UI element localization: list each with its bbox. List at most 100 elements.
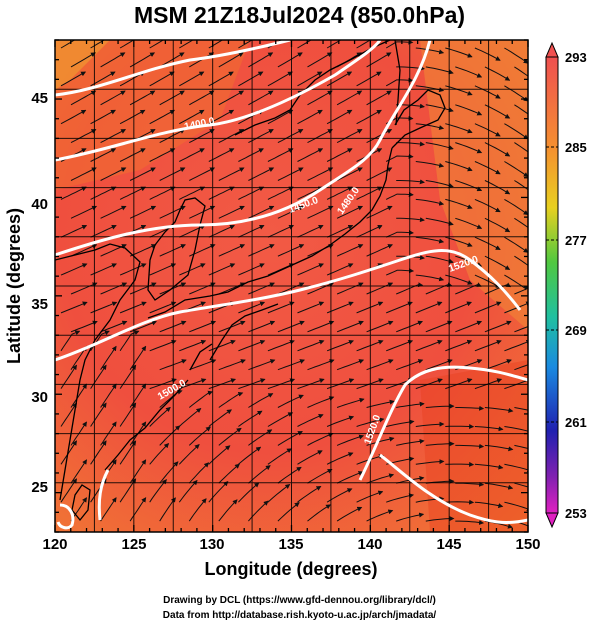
streamline [129, 320, 157, 333]
streamline [474, 161, 501, 175]
streamline [129, 282, 157, 295]
streamline [336, 167, 363, 181]
streamline [267, 339, 295, 352]
streamline [119, 440, 137, 465]
x-tick-label: 130 [199, 536, 224, 553]
streamline [100, 497, 117, 522]
streamline [179, 109, 205, 125]
streamline [297, 186, 324, 200]
streamline [366, 244, 393, 257]
streamline [514, 104, 528, 115]
streamline [385, 191, 414, 200]
streamline [60, 186, 87, 200]
streamline [179, 40, 194, 49]
streamline [218, 463, 240, 484]
streamline [336, 244, 364, 257]
streamline [178, 407, 202, 427]
streamline [218, 320, 246, 333]
streamline [189, 167, 216, 181]
streamline [445, 236, 473, 247]
streamline [208, 481, 229, 503]
streamline [119, 40, 135, 49]
streamline [100, 205, 127, 219]
streamline [455, 443, 485, 449]
streamline [218, 427, 242, 446]
streamline [189, 205, 216, 219]
streamline [484, 320, 512, 333]
streamline [60, 402, 77, 427]
streamline [238, 263, 265, 276]
streamline [159, 167, 186, 181]
streamline [149, 301, 177, 314]
streamline [514, 444, 528, 450]
streamline [179, 339, 207, 352]
streamline [238, 301, 266, 314]
streamline [159, 497, 176, 522]
streamline [60, 225, 88, 238]
streamline [149, 186, 176, 200]
streamline [484, 482, 514, 490]
streamline [267, 148, 294, 162]
colorbar-tick-label: 293 [565, 50, 587, 65]
streamline [474, 274, 501, 288]
streamline [189, 359, 217, 371]
streamline [218, 90, 245, 106]
streamline [445, 499, 475, 505]
streamline [415, 274, 445, 282]
streamline [218, 499, 238, 522]
streamline [415, 421, 445, 427]
streamline [307, 205, 334, 219]
streamline [425, 217, 454, 226]
streamline [297, 263, 324, 276]
streamline [366, 473, 395, 484]
streamline [445, 339, 473, 352]
streamline [238, 446, 262, 465]
streamline [218, 282, 246, 295]
streamline [267, 109, 294, 125]
streamline [504, 274, 528, 291]
streamline [474, 301, 502, 314]
streamline [336, 129, 363, 144]
y-tick-label: 25 [31, 479, 48, 496]
streamline [248, 282, 275, 295]
streamline [149, 406, 171, 427]
streamline [159, 52, 185, 68]
streamline [277, 52, 303, 68]
height-contours [55, 40, 528, 530]
streamline [179, 186, 206, 200]
streamline [356, 301, 384, 314]
streamline [179, 148, 205, 162]
streamline [179, 263, 206, 276]
streamline [149, 263, 177, 276]
streamline [159, 244, 186, 257]
streamline [455, 282, 482, 295]
streamline [484, 444, 514, 452]
streamline [267, 225, 295, 238]
streamline [159, 90, 185, 106]
streamline [415, 236, 445, 244]
streamline [149, 109, 176, 125]
streamline [238, 71, 264, 87]
streamline [425, 320, 453, 333]
colorbar-tick-label: 285 [565, 140, 587, 155]
streamline [218, 244, 246, 257]
x-tick-label: 125 [121, 536, 146, 553]
streamline [248, 320, 276, 333]
streamline [396, 282, 424, 295]
streamline [90, 330, 110, 352]
streamline [60, 40, 76, 49]
streamline [385, 230, 414, 238]
streamline [60, 263, 88, 276]
streamline [188, 390, 213, 408]
streamline [189, 282, 216, 295]
streamline [119, 402, 137, 427]
streamline [149, 339, 177, 352]
streamline [297, 225, 324, 238]
streamline [267, 71, 293, 87]
streamline [218, 52, 244, 68]
streamline [297, 413, 324, 427]
streamline [504, 85, 528, 102]
streamline [386, 301, 413, 314]
streamline [307, 396, 335, 408]
streamline [474, 47, 501, 61]
